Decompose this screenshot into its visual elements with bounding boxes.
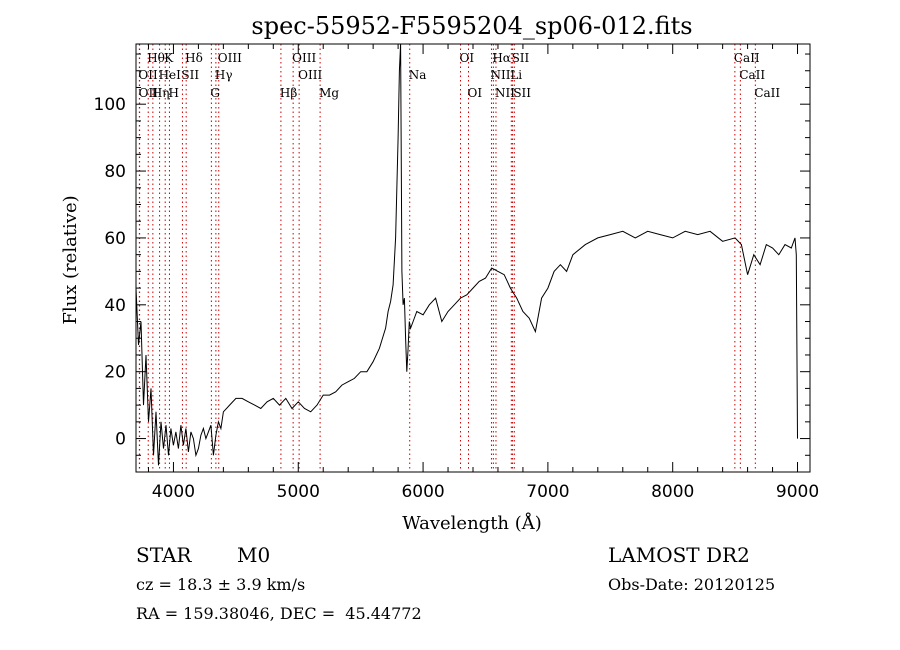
line-marker-label: SII (513, 86, 531, 100)
y-tick-label: 60 (104, 229, 126, 249)
line-marker-label: NII (495, 86, 515, 100)
x-tick-label: 6000 (401, 482, 444, 502)
line-marker-label: CaII (734, 51, 760, 65)
object-subclass: M0 (237, 543, 271, 567)
line-marker-label: OI (468, 86, 483, 100)
x-axis-label: Wavelength (Å) (402, 512, 542, 534)
spectrum-chart: spec-55952-F5595204_sp06-012.fits Hθ K Hδ O… (60, 12, 820, 534)
line-marker-label: Hδ (185, 51, 203, 65)
line-marker-label: OIII (298, 68, 322, 82)
line-marker-label: G (210, 86, 220, 100)
line-marker-label: OIII (218, 51, 242, 65)
y-tick-label: 0 (115, 430, 126, 450)
axis-tick-labels: 4000 5000 6000 7000 8000 9000 0 20 40 60 80 100 (94, 95, 820, 502)
line-marker-label: SII (181, 68, 199, 82)
x-tick-label: 9000 (776, 482, 819, 502)
line-marker-label: Hγ (215, 68, 233, 82)
line-marker-label: Hα (492, 51, 511, 65)
object-class: STAR (136, 543, 192, 567)
redshift-value: cz = 18.3 ± 3.9 km/s (136, 575, 306, 594)
survey-name: LAMOST DR2 (608, 543, 750, 567)
x-tick-label: 8000 (651, 482, 694, 502)
x-tick-label: 4000 (152, 482, 195, 502)
line-marker-label: HeI (159, 68, 182, 82)
line-marker-label: CaII (754, 86, 780, 100)
line-marker-label: OII (139, 86, 159, 100)
observation-date: Obs-Date: 20120125 (608, 575, 776, 594)
line-marker-label: CaII (739, 68, 765, 82)
line-marker-label: Mg (319, 86, 339, 100)
y-tick-label: 100 (94, 95, 126, 115)
line-marker-label: Hβ (280, 86, 297, 100)
x-tick-label: 7000 (526, 482, 569, 502)
line-marker-label: SII (512, 51, 530, 65)
spectrum-line (135, 43, 798, 466)
x-tick-label: 5000 (277, 482, 320, 502)
y-axis-label: Flux (relative) (60, 195, 81, 324)
line-marker-label: Li (510, 68, 522, 82)
line-marker-label: NII (490, 68, 510, 82)
line-marker-label: Hθ (147, 51, 165, 65)
line-marker-label: OII (138, 68, 158, 82)
line-marker-label: Hη (152, 86, 170, 100)
chart-title: spec-55952-F5595204_sp06-012.fits (251, 12, 692, 40)
y-tick-label: 80 (104, 162, 126, 182)
axis-ticks (136, 44, 810, 473)
line-marker-label: Na (409, 68, 427, 82)
plot-frame (135, 43, 811, 473)
line-marker-label: H (168, 86, 178, 100)
y-tick-label: 20 (104, 363, 126, 383)
line-markers (138, 44, 756, 472)
line-marker-label: K (164, 51, 174, 65)
sky-coordinates: RA = 159.38046, DEC = 45.44772 (136, 604, 422, 623)
line-marker-label: OI (460, 51, 475, 65)
line-marker-label: OIII (292, 51, 316, 65)
y-tick-label: 40 (104, 296, 126, 316)
